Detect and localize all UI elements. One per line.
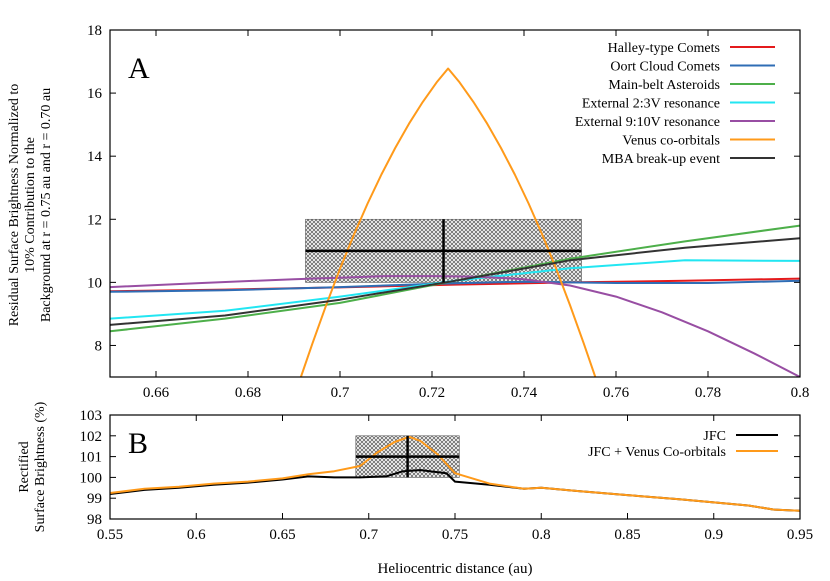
x-tick-label: 0.55 [97, 527, 123, 543]
panel-a-legend: Halley-type Comets Oort Cloud Comets Main-… [575, 41, 775, 167]
panel-b-ylabel-line1: Rectified [17, 441, 32, 492]
x-tick-label: 0.66 [143, 385, 170, 401]
x-tick-label: 0.72 [419, 385, 445, 401]
x-tick-label: 0.85 [614, 527, 640, 543]
panel-b-ylabel: Rectified Surface Brightness (%) [17, 401, 48, 532]
x-tick-label: 0.65 [269, 527, 295, 543]
panel-b-ylabel-line2: Surface Brightness (%) [33, 401, 48, 532]
panel-a-ylabel-line1: Residual Surface Brightness Normalized t… [7, 84, 22, 327]
x-tick-label: 0.78 [695, 385, 721, 401]
y-tick-label: 18 [87, 23, 102, 39]
series-line-oort-cloud-comets [110, 279, 800, 293]
y-tick-label: 16 [87, 86, 103, 102]
x-tick-label: 0.8 [532, 527, 551, 543]
panel-a-ylabel-line2: 10% Contribution to the [23, 137, 38, 273]
legend-entry-label: Venus co-orbitals [622, 134, 720, 149]
series-line-venus-co-orbitals [299, 67, 597, 377]
y-tick-label: 99 [87, 491, 102, 507]
y-tick-label: 98 [87, 512, 102, 528]
y-tick-label: 12 [87, 212, 102, 228]
x-tick-label: 0.7 [359, 527, 378, 543]
legend-entry-label: Halley-type Comets [608, 41, 720, 56]
panel-a-label: A [128, 52, 150, 85]
panel-a-ylabel: Residual Surface Brightness Normalized t… [7, 84, 54, 327]
series-line-jfc-venus-co-orbitals [110, 435, 800, 512]
x-tick-label: 0.74 [511, 385, 538, 401]
legend-entry-label: External 9:10V resonance [575, 115, 720, 130]
y-tick-label: 8 [95, 338, 103, 354]
y-tick-label: 102 [80, 429, 103, 445]
panel-a-frame [109, 29, 801, 378]
x-tick-label: 0.9 [704, 527, 723, 543]
x-tick-label: 0.6 [187, 527, 206, 543]
x-axis-label: Heliocentric distance (au) [378, 561, 533, 577]
series-line-external-9-10v-resonance [110, 275, 800, 377]
legend-entry-label: Main-belt Asteroids [608, 78, 720, 93]
panel-a-ylabel-line3: Background at r = 0.75 au and r = 0.70 a… [39, 88, 54, 322]
x-tick-label: 0.8 [791, 385, 810, 401]
legend-entry-label: External 2:3V resonance [582, 97, 720, 112]
y-tick-label: 10 [87, 275, 102, 291]
x-tick-label: 0.7 [331, 385, 350, 401]
panel-a: Residual Surface Brightness Normalized t… [7, 23, 809, 401]
x-tick-label: 0.68 [235, 385, 261, 401]
x-tick-label: 0.95 [787, 527, 813, 543]
legend-entry-label: Oort Cloud Comets [610, 60, 720, 75]
legend-entry-label: MBA break-up event [602, 152, 720, 167]
y-tick-label: 14 [87, 149, 103, 165]
series-line-mba-break-up-event [110, 237, 800, 326]
panel-b-label: B [128, 427, 148, 460]
y-tick-label: 103 [80, 408, 103, 424]
y-tick-label: 100 [80, 470, 103, 486]
panel-b: Rectified Surface Brightness (%) 0.55 0.6… [17, 401, 813, 577]
legend-entry-label: JFC [703, 429, 726, 444]
x-tick-label: 0.75 [442, 527, 468, 543]
legend-entry-label: JFC + Venus Co-orbitals [588, 445, 726, 460]
y-tick-label: 101 [80, 450, 103, 466]
x-tick-label: 0.76 [603, 385, 630, 401]
